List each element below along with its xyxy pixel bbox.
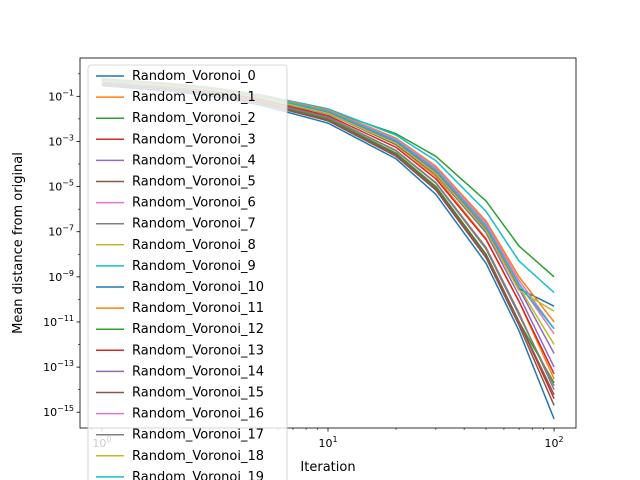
y-tick-label: 10−5	[48, 179, 74, 194]
legend-label-8: Random_Voronoi_8	[132, 238, 256, 253]
legend-label-15: Random_Voronoi_15	[132, 386, 264, 401]
y-tick-label: 10−11	[43, 314, 74, 329]
legend-label-13: Random_Voronoi_13	[132, 343, 264, 358]
y-tick-label: 10−3	[48, 133, 74, 148]
x-tick-label: 101	[318, 435, 337, 450]
legend-label-10: Random_Voronoi_10	[132, 280, 264, 295]
y-tick-label: 10−13	[43, 359, 74, 374]
y-tick-label: 10−15	[43, 404, 74, 419]
legend-label-17: Random_Voronoi_17	[132, 428, 264, 443]
legend-box	[87, 64, 288, 480]
legend-label-9: Random_Voronoi_9	[132, 259, 256, 274]
legend-label-19: Random_Voronoi_19	[132, 470, 264, 480]
legend-label-3: Random_Voronoi_3	[132, 132, 256, 147]
legend-label-2: Random_Voronoi_2	[132, 111, 256, 126]
y-tick-label: 10−9	[48, 269, 74, 284]
x-tick-label: 102	[545, 435, 564, 450]
legend-label-5: Random_Voronoi_5	[132, 175, 256, 190]
legend-label-7: Random_Voronoi_7	[132, 217, 256, 232]
legend-label-6: Random_Voronoi_6	[132, 196, 256, 211]
legend: Random_Voronoi_0 Random_Voronoi_1 Random_V…	[87, 64, 288, 480]
plot-frame	[79, 57, 577, 429]
legend-label-12: Random_Voronoi_12	[132, 322, 264, 337]
legend-label-18: Random_Voronoi_18	[132, 449, 264, 464]
y-tick-label: 10−1	[48, 88, 74, 103]
legend-label-11: Random_Voronoi_11	[132, 301, 264, 316]
legend-label-4: Random_Voronoi_4	[132, 153, 256, 168]
y-tick-label: 10−7	[48, 224, 74, 239]
legend-label-1: Random_Voronoi_1	[132, 90, 256, 105]
legend-label-14: Random_Voronoi_14	[132, 364, 264, 379]
legend-label-16: Random_Voronoi_16	[132, 407, 264, 422]
legend-label-0: Random_Voronoi_0	[132, 69, 256, 84]
y-axis-label: Mean distance from original	[11, 152, 26, 334]
x-axis-label: Iteration	[300, 460, 355, 475]
